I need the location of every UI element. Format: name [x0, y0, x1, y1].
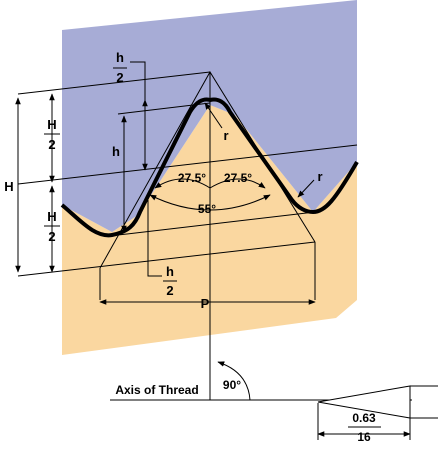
upper-material-region	[62, 0, 357, 232]
H-half-top-numerator: H	[47, 117, 56, 132]
angle-right-arc	[209, 178, 266, 189]
right-angle-arc	[217, 361, 251, 401]
angle-left-label: 27.5°	[178, 171, 206, 185]
h-half-top-leader	[130, 61, 146, 100]
P-label: P	[201, 296, 210, 311]
axis-of-thread-label: Axis of Thread	[115, 383, 198, 397]
H-half-bottom-denominator: 2	[48, 229, 55, 244]
r-right-leader	[297, 179, 315, 198]
top-crest-line	[17, 71, 211, 95]
H-label: H	[4, 179, 13, 194]
angle-right-label: 27.5°	[224, 171, 252, 185]
truncated-crest-line	[117, 102, 211, 115]
h-half-bottom-denominator: 2	[166, 283, 173, 298]
h-half-bottom-numerator: h	[166, 264, 174, 279]
right-angle-label: 90°	[223, 378, 241, 392]
r-top-leader	[204, 102, 223, 129]
taper-wedge	[317, 385, 411, 419]
r-right-label: r	[317, 169, 322, 184]
H-half-top-denominator: 2	[48, 137, 55, 152]
bottom-root-line	[17, 241, 316, 277]
angle-left-arc	[154, 178, 211, 189]
taper-numerator: 0.63	[352, 411, 376, 425]
angle-total-label: 55°	[198, 202, 216, 216]
H-half-bottom-numerator: H	[47, 209, 56, 224]
truncated-root-line	[117, 211, 316, 236]
h-half-top-denominator: 2	[116, 70, 123, 85]
angle-total-arc	[149, 194, 271, 211]
h-half-top-numerator: h	[116, 50, 124, 65]
pitch-line	[17, 144, 358, 185]
r-top-label: r	[223, 128, 228, 143]
h-label: h	[112, 144, 120, 159]
h-half-bottom-leader	[147, 264, 162, 277]
taper-denominator: 16	[357, 430, 371, 444]
